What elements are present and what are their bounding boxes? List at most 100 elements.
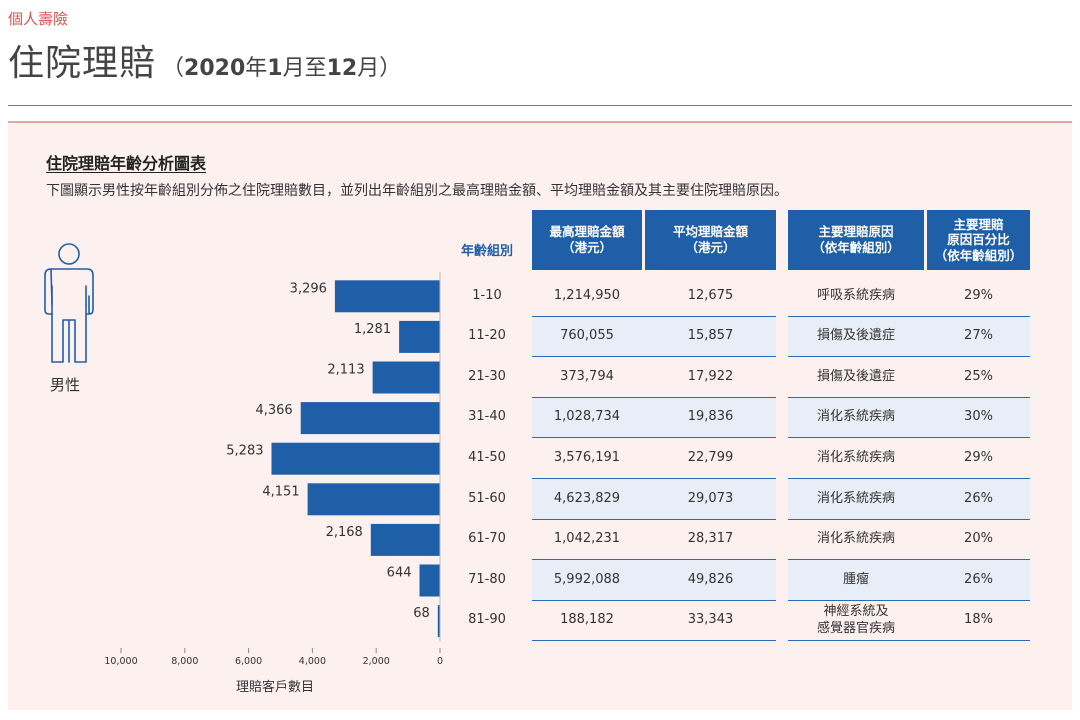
x-axis-title: 理賠客戶數目: [236, 680, 315, 695]
row-divider: [788, 518, 1030, 520]
bar-value-label: 4,151: [262, 484, 299, 499]
age-group-cell: 31-40: [468, 409, 506, 425]
bar-11-20: [399, 320, 440, 353]
max-claim-cell: 3,576,191: [553, 449, 621, 465]
bar-1-10: [334, 280, 440, 313]
bar-61-70: [370, 523, 440, 556]
page-title: 住院理賠 （2020年1月至12月）: [8, 34, 401, 84]
max-claim-header: 最高理賠金額 （港元）: [532, 210, 642, 270]
row-divider: [532, 640, 776, 642]
section-title: 住院理賠年齡分析圖表: [46, 154, 207, 173]
avg-claim-cell: 49,826: [687, 571, 734, 587]
bar-value-label: 2,168: [326, 525, 363, 540]
avg-claim-cell: 22,799: [687, 449, 734, 465]
bar-51-60: [307, 483, 440, 516]
max-claim-cell: 760,055: [560, 328, 614, 344]
bar-71-80: [419, 564, 440, 597]
row-stripe: [788, 560, 1030, 601]
main-reason-cell: 神經系統及 感覺器官疾病: [816, 603, 895, 636]
bar-value-label: 2,113: [327, 363, 364, 378]
row-stripe: [788, 316, 1030, 357]
max-claim-cell: 1,042,231: [553, 531, 621, 547]
bar-31-40: [300, 402, 440, 435]
reason-pct-cell: 20%: [964, 531, 993, 547]
page-title-main: 住院理賠: [8, 43, 157, 84]
section-description: 下圖顯示男性按年齡組別分佈之住院理賠數目，並列出年齡組別之最高理賠金額、平均理賠…: [46, 183, 788, 199]
reason-pct-cell: 26%: [964, 571, 993, 587]
main-reason-cell: 損傷及後遺症: [816, 328, 895, 344]
row-divider: [788, 599, 1030, 601]
age-group-cell: 21-30: [468, 368, 506, 384]
max-claim-cell: 5,992,088: [553, 571, 621, 587]
row-divider: [532, 437, 776, 439]
period-year-unit: 年: [245, 56, 268, 81]
avg-claim-cell: 28,317: [687, 531, 734, 547]
avg-claim-cell: 19,836: [687, 409, 734, 425]
row-stripe: [532, 560, 776, 601]
row-divider: [788, 315, 1030, 317]
main-reason-cell: 消化系統疾病: [816, 490, 895, 506]
period-open: （: [162, 56, 185, 81]
row-divider: [788, 640, 1030, 642]
main-reason-cell: 損傷及後遺症: [816, 368, 895, 384]
age-group-cell: 11-20: [468, 328, 506, 344]
reason-pct-cell: 27%: [964, 328, 993, 344]
row-divider: [532, 478, 776, 479]
reason-pct-cell: 26%: [964, 490, 993, 506]
main-reason-header: 主要理賠原因 （依年齡組別）: [788, 210, 924, 270]
category-label: 個人壽險: [8, 10, 69, 28]
accent-divider: [8, 121, 1072, 123]
x-tick-label: 10,000: [104, 656, 137, 667]
row-stripe: [532, 479, 776, 519]
age-group-cell: 61-70: [468, 531, 506, 547]
age-group-header: 年齡組別: [460, 244, 513, 259]
gender-label: 男性: [50, 376, 81, 394]
page-title-period: （2020年1月至12月）: [162, 50, 401, 82]
reason-pct-cell: 25%: [964, 368, 993, 384]
reason-pct-cell: 29%: [964, 287, 993, 303]
avg-claim-cell: 17,922: [687, 368, 734, 384]
avg-claim-cell: 15,857: [687, 328, 734, 344]
row-divider: [788, 478, 1030, 479]
row-stripe: [788, 479, 1030, 519]
age-group-cell: 41-50: [468, 449, 506, 465]
age-group-cell: 81-90: [468, 612, 506, 628]
avg-claim-cell: 33,343: [687, 612, 734, 628]
bar-value-label: 68: [413, 606, 430, 621]
age-group-cell: 1-10: [472, 287, 502, 303]
reason-pct-cell: 29%: [964, 449, 993, 465]
reason-pct-cell: 30%: [964, 409, 993, 425]
bar-value-label: 5,283: [226, 444, 263, 459]
period-year: 2020: [184, 56, 246, 81]
row-divider: [532, 559, 776, 561]
bar-value-label: 644: [387, 566, 412, 581]
bar-81-90: [437, 605, 440, 638]
x-tick-label: 4,000: [299, 656, 326, 667]
main-reason-cell: 消化系統疾病: [816, 531, 895, 547]
bar-value-label: 1,281: [354, 322, 391, 337]
period-month-start: 1: [267, 56, 283, 81]
period-month-unit1: 月至: [282, 56, 327, 81]
reason-pct-cell: 18%: [964, 612, 993, 628]
max-claim-cell: 188,182: [560, 612, 614, 628]
row-divider: [788, 396, 1030, 398]
reason-pct-header: 主要理賠 原因百分比 （依年齡組別）: [927, 210, 1030, 270]
row-divider: [788, 437, 1030, 439]
period-month-end: 12: [326, 56, 358, 81]
avg-claim-cell: 29,073: [687, 490, 734, 506]
row-divider: [532, 518, 776, 520]
main-reason-cell: 腫瘤: [842, 571, 869, 587]
x-tick-label: 2,000: [363, 656, 390, 667]
male-person-icon: [44, 243, 94, 363]
row-divider: [532, 315, 776, 317]
main-reason-cell: 呼吸系統疾病: [816, 287, 895, 303]
main-reason-cell: 消化系統疾病: [816, 449, 895, 465]
row-stripe: [532, 397, 776, 438]
age-group-cell: 51-60: [468, 490, 506, 506]
main-reason-cell: 消化系統疾病: [816, 409, 895, 425]
x-tick-label: 6,000: [235, 656, 262, 667]
row-divider: [532, 356, 776, 358]
row-divider: [788, 356, 1030, 358]
bar-21-30: [372, 361, 440, 394]
